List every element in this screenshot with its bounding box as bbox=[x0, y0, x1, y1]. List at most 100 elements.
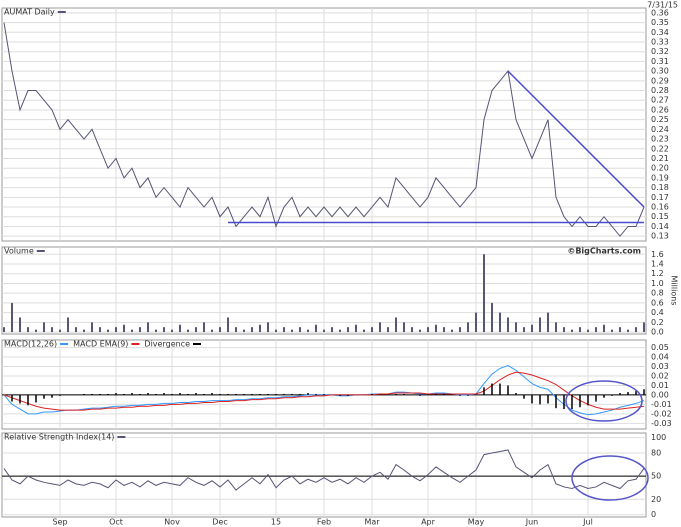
divergence-bar bbox=[523, 394, 525, 399]
volume-bar bbox=[75, 327, 77, 333]
divergence-bar bbox=[563, 394, 565, 410]
divergence-bar bbox=[51, 394, 53, 398]
divergence-bar bbox=[339, 394, 341, 396]
y-tick-label: 0.02 bbox=[651, 371, 669, 380]
highlight-ellipse bbox=[571, 455, 649, 501]
y-tick-label: 0.01 bbox=[651, 381, 669, 390]
divergence-bar bbox=[579, 394, 581, 408]
volume-bar bbox=[59, 329, 61, 333]
volume-bar bbox=[435, 324, 437, 333]
divergence-bar bbox=[259, 393, 261, 395]
divergence-bar bbox=[83, 393, 85, 395]
volume-bar bbox=[115, 327, 117, 333]
y-tick-label: 0.15 bbox=[651, 212, 669, 221]
divergence-bar bbox=[251, 393, 253, 395]
y-tick-label: 0.8 bbox=[651, 289, 664, 298]
divergence-bar bbox=[19, 394, 21, 404]
divergence-bar bbox=[611, 394, 613, 396]
volume-bar bbox=[219, 327, 221, 333]
divergence-bar bbox=[243, 393, 245, 395]
y-tick-label: 20 bbox=[651, 495, 661, 504]
divergence-bar bbox=[435, 393, 437, 395]
volume-bar bbox=[67, 317, 69, 333]
price-line bbox=[3, 449, 645, 491]
highlight-ellipse bbox=[565, 380, 643, 422]
divergence-bar bbox=[323, 393, 325, 395]
y-tick-label: 1.6 bbox=[651, 250, 664, 259]
y-tick-label: 0.20 bbox=[651, 164, 669, 173]
volume-bar bbox=[595, 327, 597, 333]
divergence-bar bbox=[419, 394, 421, 396]
x-tick-label: Jun bbox=[525, 518, 539, 527]
x-tick-label: Jul bbox=[582, 518, 593, 527]
divergence-bar bbox=[163, 393, 165, 395]
volume-bar bbox=[211, 329, 213, 333]
divergence-bar bbox=[491, 383, 493, 395]
divergence-bar bbox=[627, 392, 629, 395]
volume-bar bbox=[579, 327, 581, 333]
volume-bar bbox=[467, 322, 469, 333]
y-tick-label: 1.4 bbox=[651, 260, 664, 269]
volume-bar bbox=[179, 324, 181, 333]
volume-bar bbox=[611, 329, 613, 333]
divergence-bar bbox=[267, 393, 269, 395]
y-tick-label: 0.16 bbox=[651, 203, 669, 212]
volume-bar bbox=[355, 324, 357, 333]
y-tick-label: 0.35 bbox=[651, 18, 669, 27]
credit: ©BigCharts.com bbox=[567, 247, 641, 256]
y-tick-label: 0.27 bbox=[651, 96, 669, 105]
y-tick-label: 0.24 bbox=[651, 125, 669, 134]
divergence-bar bbox=[291, 393, 293, 395]
x-tick-label: Dec bbox=[212, 518, 227, 527]
y-tick-label: 0.29 bbox=[651, 76, 669, 85]
volume-bar bbox=[523, 327, 525, 333]
x-tick-label: May bbox=[468, 518, 485, 527]
y-tick-label: 1.0 bbox=[651, 279, 664, 288]
y-tick-label: 0.00 bbox=[651, 390, 669, 399]
panel-title: AUMAT Daily bbox=[4, 8, 55, 17]
volume-bar bbox=[35, 329, 37, 333]
volume-bar bbox=[371, 327, 373, 333]
divergence-bar bbox=[27, 394, 29, 406]
volume-bar bbox=[339, 329, 341, 333]
legend-label: MACD EMA(9) bbox=[73, 340, 128, 349]
volume-bar bbox=[91, 322, 93, 333]
divergence-bar bbox=[395, 393, 397, 395]
divergence-bar bbox=[203, 393, 205, 395]
volume-bar bbox=[547, 312, 549, 333]
axis-label: Millions bbox=[670, 276, 679, 306]
divergence-bar bbox=[587, 394, 589, 406]
volume-bar bbox=[267, 322, 269, 333]
volume-bar bbox=[571, 329, 573, 333]
legend-label: MACD(12,26) bbox=[4, 340, 57, 349]
trendline bbox=[507, 70, 645, 208]
x-tick-label: Nov bbox=[164, 518, 180, 527]
volume-bar bbox=[475, 312, 477, 333]
volume-bar bbox=[19, 317, 21, 333]
macd-line bbox=[3, 371, 645, 411]
divergence-bar bbox=[139, 393, 141, 395]
volume-bar bbox=[619, 327, 621, 333]
divergence-bar bbox=[547, 394, 549, 404]
x-tick-label: Feb bbox=[317, 518, 331, 527]
divergence-bar bbox=[531, 394, 533, 404]
y-tick-label: 0.05 bbox=[651, 343, 669, 352]
y-tick-label: 0.34 bbox=[651, 28, 669, 37]
volume-bar bbox=[99, 327, 101, 333]
y-tick-label: 1.2 bbox=[651, 269, 664, 278]
divergence-bar bbox=[307, 393, 309, 395]
y-tick-label: 0.36 bbox=[651, 8, 669, 17]
divergence-bar bbox=[283, 393, 285, 395]
volume-bar bbox=[323, 329, 325, 333]
volume-bar bbox=[411, 327, 413, 333]
volume-bar bbox=[139, 327, 141, 333]
volume-bar bbox=[627, 329, 629, 333]
y-tick-label: 0.6 bbox=[651, 298, 664, 307]
y-tick-label: 0.32 bbox=[651, 47, 669, 56]
divergence-bar bbox=[43, 394, 45, 399]
y-tick-label: -0.01 bbox=[651, 400, 672, 409]
divergence-bar bbox=[499, 383, 501, 395]
volume-bar bbox=[531, 324, 533, 333]
y-tick-label: 0.17 bbox=[651, 193, 669, 202]
y-tick-label: 0.28 bbox=[651, 86, 669, 95]
